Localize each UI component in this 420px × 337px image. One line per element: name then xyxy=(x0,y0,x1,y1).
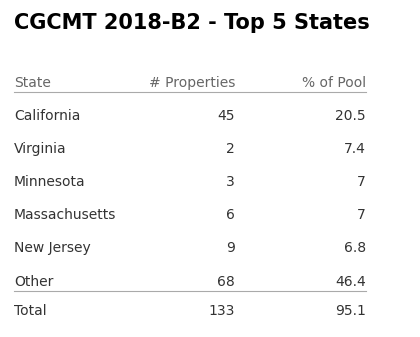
Text: 7: 7 xyxy=(357,175,366,189)
Text: Total: Total xyxy=(14,304,47,318)
Text: # Properties: # Properties xyxy=(149,76,235,90)
Text: 95.1: 95.1 xyxy=(335,304,366,318)
Text: 46.4: 46.4 xyxy=(335,275,366,288)
Text: Other: Other xyxy=(14,275,53,288)
Text: 133: 133 xyxy=(209,304,235,318)
Text: 7.4: 7.4 xyxy=(344,142,366,156)
Text: 7: 7 xyxy=(357,208,366,222)
Text: 20.5: 20.5 xyxy=(335,109,366,123)
Text: Minnesota: Minnesota xyxy=(14,175,86,189)
Text: 45: 45 xyxy=(218,109,235,123)
Text: 68: 68 xyxy=(217,275,235,288)
Text: State: State xyxy=(14,76,51,90)
Text: % of Pool: % of Pool xyxy=(302,76,366,90)
Text: 6.8: 6.8 xyxy=(344,241,366,255)
Text: 6: 6 xyxy=(226,208,235,222)
Text: Massachusetts: Massachusetts xyxy=(14,208,116,222)
Text: California: California xyxy=(14,109,80,123)
Text: 9: 9 xyxy=(226,241,235,255)
Text: New Jersey: New Jersey xyxy=(14,241,91,255)
Text: CGCMT 2018-B2 - Top 5 States: CGCMT 2018-B2 - Top 5 States xyxy=(14,13,370,33)
Text: Virginia: Virginia xyxy=(14,142,67,156)
Text: 3: 3 xyxy=(226,175,235,189)
Text: 2: 2 xyxy=(226,142,235,156)
